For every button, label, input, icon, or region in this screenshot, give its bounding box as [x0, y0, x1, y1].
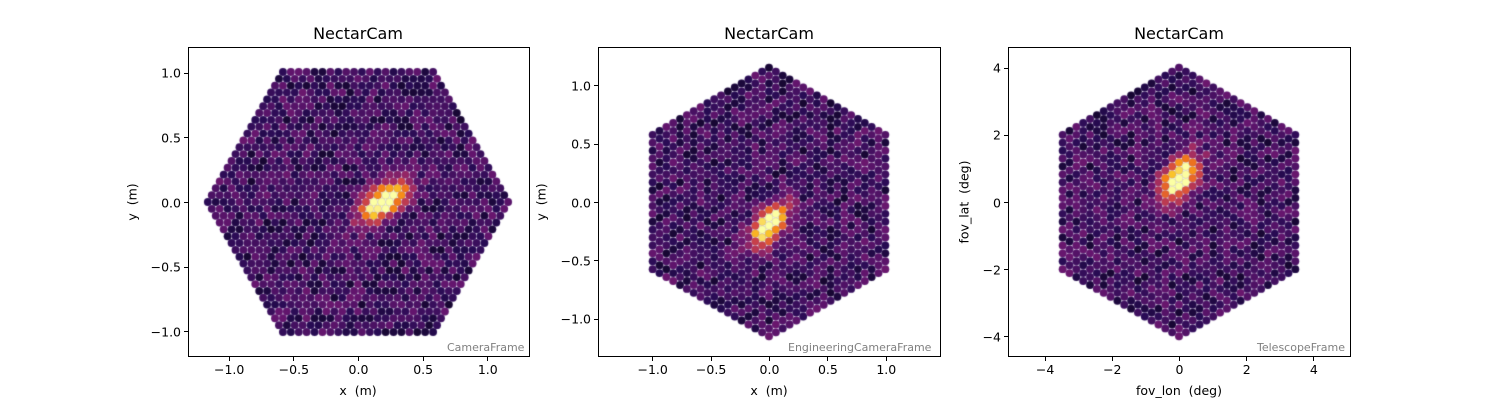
y-tick	[184, 202, 188, 203]
y-tick-label: −1.0	[560, 311, 591, 327]
y-tick-label: −0.5	[560, 253, 591, 269]
panel-1-title: NectarCam	[313, 24, 403, 43]
x-tick	[228, 357, 230, 361]
panel-2-frame-label: EngineeringCameraFrame	[788, 341, 932, 354]
x-tick-label: −2	[1103, 362, 1122, 377]
y-tick	[1004, 134, 1008, 136]
y-tick	[1004, 202, 1008, 203]
y-tick-label: −4	[982, 329, 1001, 345]
y-tick	[184, 331, 188, 333]
x-tick-label: 0.5	[817, 362, 838, 377]
panel-2-xlabel: x (m)	[750, 383, 788, 398]
x-tick	[1179, 357, 1180, 361]
y-tick-label: 2	[993, 127, 1001, 143]
x-tick-label: −1.0	[214, 362, 245, 377]
y-tick-label: 4	[993, 60, 1001, 76]
y-tick-label: 0.5	[571, 136, 591, 152]
x-tick-label: 1.0	[477, 362, 498, 377]
x-tick-label: −4	[1035, 362, 1055, 377]
y-tick	[184, 266, 188, 268]
y-tick-label: −0.5	[150, 259, 181, 275]
panel-2-ylabel: y (m)	[533, 183, 549, 221]
y-tick	[184, 72, 188, 74]
x-tick-label: −0.5	[278, 362, 310, 377]
x-tick	[885, 357, 887, 361]
panel-3-camera-image	[1009, 48, 1350, 356]
x-tick	[1313, 357, 1315, 361]
y-tick-label: −1.0	[150, 324, 181, 340]
x-tick	[422, 357, 424, 361]
panel-2-camera-image	[599, 48, 940, 356]
panel-3-frame-label: TelescopeFrame	[1257, 341, 1345, 354]
x-tick	[1044, 357, 1046, 361]
x-tick	[1246, 357, 1248, 361]
x-tick	[293, 357, 295, 361]
x-tick-label: 0	[1175, 362, 1184, 377]
x-tick-label: 0.5	[413, 362, 434, 377]
x-tick	[487, 357, 489, 361]
panel-3-ylabel: fov_lat (deg)	[956, 160, 972, 244]
y-tick	[594, 260, 598, 262]
x-tick-label: 4	[1309, 362, 1318, 377]
y-tick-label: 0	[993, 195, 1001, 210]
y-tick	[184, 137, 188, 139]
x-tick	[358, 357, 359, 361]
y-tick	[594, 85, 598, 87]
x-tick-label: 1.0	[876, 362, 897, 377]
panel-1-xlabel: x (m)	[339, 383, 377, 398]
y-tick	[594, 202, 598, 203]
panel-1-frame-label: CameraFrame	[447, 341, 525, 354]
x-tick	[827, 357, 829, 361]
x-tick	[652, 357, 654, 361]
panel-2-title: NectarCam	[724, 24, 814, 43]
x-tick-label: −1.0	[637, 362, 668, 377]
y-tick	[1004, 67, 1008, 69]
x-tick-label: 0.0	[759, 362, 780, 377]
y-tick-label: −2	[982, 262, 1001, 278]
y-tick	[1004, 336, 1008, 338]
y-tick-label: 0.0	[161, 195, 181, 210]
y-tick-label: 0.5	[161, 130, 181, 146]
x-tick-label: 2	[1242, 362, 1251, 377]
panel-3-xlabel: fov_lon (deg)	[1136, 383, 1222, 398]
panel-3-title: NectarCam	[1134, 24, 1224, 43]
y-tick	[594, 143, 598, 145]
panel-1-ylabel: y (m)	[124, 183, 140, 221]
x-tick-label: 0.0	[348, 362, 369, 377]
x-tick	[710, 357, 712, 361]
y-tick	[1004, 269, 1008, 271]
x-tick-label: −0.5	[695, 362, 727, 377]
y-tick-label: 1.0	[571, 78, 591, 94]
panel-1-camera-image	[189, 48, 529, 356]
x-tick	[1111, 357, 1113, 361]
x-tick	[769, 357, 770, 361]
y-tick	[594, 318, 598, 320]
y-tick-label: 0.0	[571, 195, 591, 210]
y-tick-label: 1.0	[161, 65, 181, 81]
